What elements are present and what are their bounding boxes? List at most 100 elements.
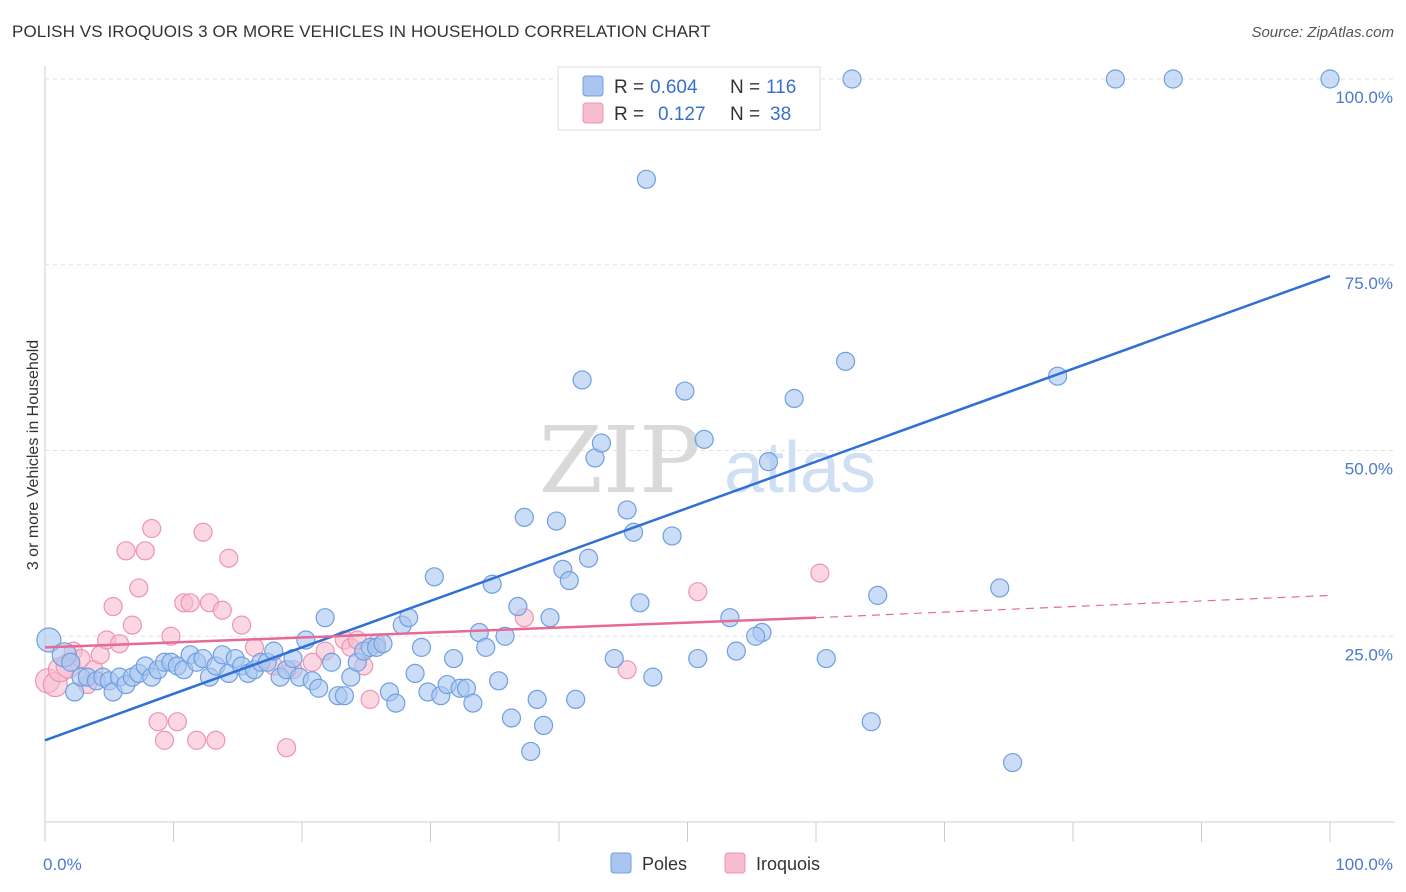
poles-point-56 bbox=[405, 663, 425, 684]
poles-point-91 bbox=[643, 667, 663, 687]
iroquois-point-44 bbox=[688, 582, 708, 602]
poles-point-105 bbox=[842, 69, 862, 89]
legend-r-label-poles: R = bbox=[614, 77, 644, 98]
poles-point-76 bbox=[533, 715, 554, 736]
poles-point-43 bbox=[321, 652, 342, 672]
trend-lines bbox=[44, 274, 1331, 742]
poles-point-77 bbox=[540, 608, 560, 628]
poles-point-67 bbox=[476, 637, 496, 657]
legend-r-label-iroquois: R = bbox=[614, 104, 644, 125]
iroquois-point-17 bbox=[148, 712, 168, 732]
poles-point-78 bbox=[546, 511, 567, 531]
legend-swatch-poles bbox=[582, 75, 604, 97]
legend-n-value-iroquois: 38 bbox=[770, 104, 791, 125]
iroquois-point-20 bbox=[167, 712, 187, 732]
axes bbox=[44, 66, 1395, 842]
poles-point-108 bbox=[1320, 69, 1340, 89]
iroquois-point-24 bbox=[193, 522, 213, 542]
poles-point-99 bbox=[746, 626, 766, 646]
poles-point-85 bbox=[591, 433, 612, 453]
poles-point-82 bbox=[572, 370, 592, 390]
poles-point-86 bbox=[604, 648, 624, 669]
poles-point-59 bbox=[424, 567, 444, 587]
poles-point-93 bbox=[675, 381, 695, 401]
legend-r-value-iroquois: 0.127 bbox=[658, 104, 706, 125]
poles-point-94 bbox=[688, 648, 708, 669]
poles-point-2 bbox=[61, 652, 81, 672]
grid-lines bbox=[45, 78, 1395, 637]
iroquois-point-45 bbox=[810, 563, 830, 583]
poles-point-65 bbox=[463, 693, 483, 713]
bottom-legend-swatch-poles bbox=[610, 852, 632, 874]
source-label: Source: ZipAtlas.com bbox=[1251, 24, 1394, 41]
y-tick-label-0: 25.0% bbox=[1345, 645, 1393, 664]
poles-point-88 bbox=[623, 522, 644, 542]
poles-point-95 bbox=[694, 429, 714, 449]
poles-point-45 bbox=[334, 686, 355, 706]
watermark: ZIP atlas bbox=[539, 407, 876, 514]
iroquois-trend-line bbox=[44, 616, 817, 649]
poles-point-74 bbox=[521, 741, 541, 762]
poles-point-96 bbox=[720, 608, 740, 628]
iroquois-point-14 bbox=[129, 578, 149, 598]
legend-swatch-iroquois bbox=[582, 102, 604, 124]
iroquois-point-13 bbox=[122, 615, 142, 635]
iroquois-point-10 bbox=[103, 596, 123, 617]
poles-point-73 bbox=[514, 507, 534, 527]
legend-r-value-poles: 0.604 bbox=[650, 77, 698, 98]
poles-point-83 bbox=[578, 548, 599, 568]
legend-box: R = 0.604 N = 116 R = 0.127 N = 38 bbox=[557, 66, 821, 131]
poles-point-111 bbox=[1003, 752, 1023, 773]
poles-point-75 bbox=[527, 689, 547, 710]
bottom-legend-swatch-iroquois bbox=[724, 852, 746, 874]
bottom-legend: Poles Iroquois bbox=[610, 852, 820, 874]
iroquois-point-12 bbox=[116, 541, 136, 561]
poles-trend-line bbox=[44, 274, 1331, 742]
poles-point-81 bbox=[566, 689, 586, 710]
iroquois-point-40 bbox=[360, 689, 380, 710]
iroquois-points bbox=[34, 518, 830, 758]
iroquois-point-43 bbox=[617, 660, 637, 680]
poles-point-101 bbox=[784, 388, 804, 409]
poles-point-92 bbox=[662, 526, 682, 546]
poles-point-102 bbox=[816, 648, 836, 669]
bottom-legend-label-poles: Poles bbox=[642, 854, 687, 874]
watermark-zip: ZIP bbox=[539, 407, 701, 514]
poles-point-41 bbox=[309, 678, 329, 698]
iroquois-point-29 bbox=[232, 615, 252, 635]
poles-point-109 bbox=[868, 585, 888, 605]
poles-point-107 bbox=[1163, 69, 1183, 89]
poles-point-71 bbox=[501, 708, 522, 728]
poles-point-42 bbox=[315, 608, 335, 628]
iroquois-point-32 bbox=[276, 738, 297, 758]
poles-point-69 bbox=[489, 671, 509, 691]
poles-point-53 bbox=[386, 693, 406, 713]
poles-point-110 bbox=[990, 578, 1010, 598]
poles-point-51 bbox=[373, 634, 393, 654]
poles-point-57 bbox=[411, 637, 432, 657]
poles-point-80 bbox=[559, 570, 579, 591]
poles-point-89 bbox=[636, 169, 656, 189]
poles-point-87 bbox=[617, 500, 637, 520]
y-tick-label-1: 50.0% bbox=[1345, 460, 1393, 479]
legend-n-label-poles: N = bbox=[730, 77, 760, 98]
x-tick-label-1: 100.0% bbox=[1335, 855, 1393, 874]
iroquois-point-16 bbox=[142, 518, 162, 539]
poles-point-90 bbox=[630, 593, 650, 613]
y-tick-labels: 25.0% 50.0% 75.0% 100.0% bbox=[1335, 88, 1393, 664]
poles-point-62 bbox=[444, 648, 464, 669]
poles-points bbox=[36, 69, 1340, 773]
poles-point-103 bbox=[835, 351, 856, 371]
y-tick-label-2: 75.0% bbox=[1345, 274, 1393, 293]
iroquois-point-28 bbox=[219, 548, 239, 568]
iroquois-point-26 bbox=[206, 730, 226, 750]
poles-point-72 bbox=[508, 596, 528, 617]
poles-point-97 bbox=[726, 641, 746, 661]
y-axis-label: 3 or more Vehicles in Household bbox=[25, 340, 42, 570]
x-tick-labels: 0.0% 100.0% bbox=[43, 855, 1393, 874]
poles-point-70 bbox=[495, 626, 515, 646]
iroquois-point-22 bbox=[180, 593, 200, 613]
poles-point-106 bbox=[1105, 69, 1126, 89]
iroquois-point-15 bbox=[135, 541, 155, 561]
